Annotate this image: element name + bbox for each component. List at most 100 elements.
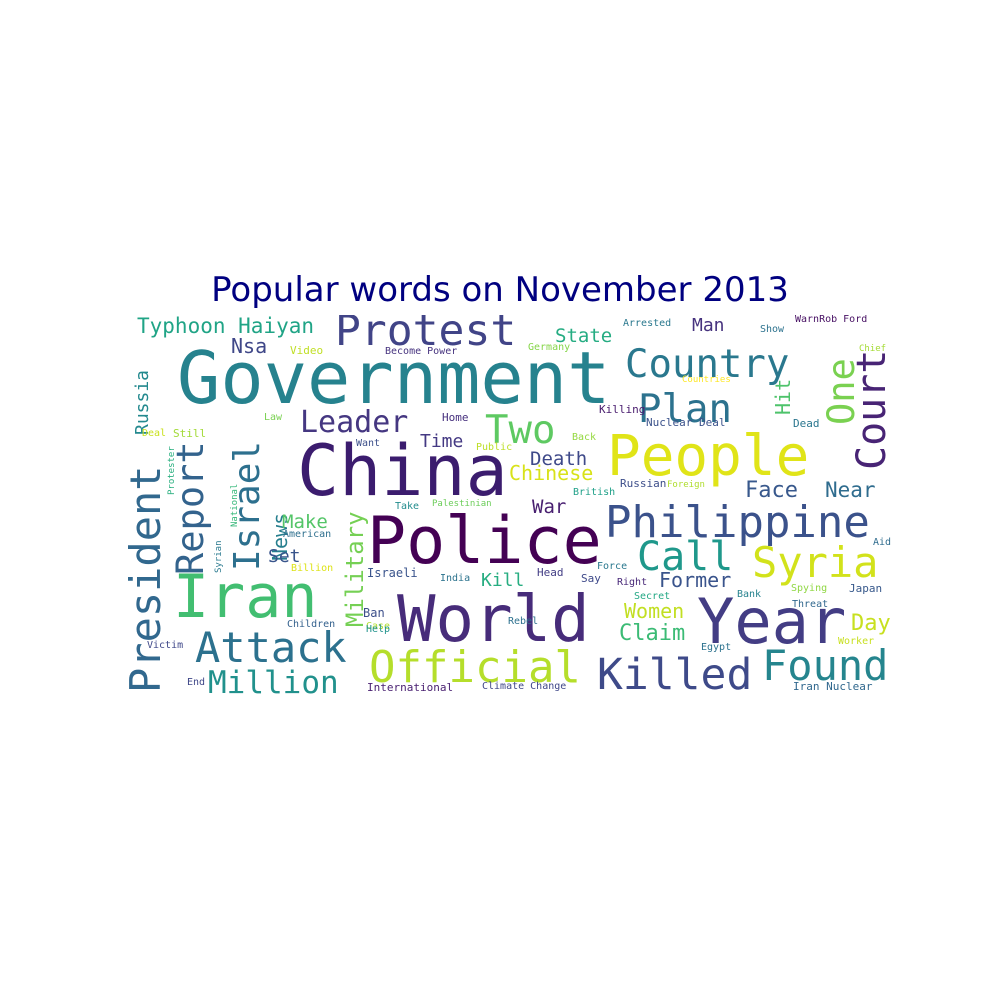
word-british: British xyxy=(573,487,615,498)
word-children: Children xyxy=(287,619,335,630)
word-american: American xyxy=(283,529,331,540)
word-israel: Israel xyxy=(227,441,268,571)
word-china: China xyxy=(297,430,508,512)
word-face: Face xyxy=(745,478,798,503)
word-national: National xyxy=(230,484,240,527)
word-bank: Bank xyxy=(737,589,761,600)
word-day: Day xyxy=(851,611,891,636)
word-foreign: Foreign xyxy=(667,480,705,490)
word-people: People xyxy=(607,424,809,489)
word-climate-change: Climate Change xyxy=(482,681,566,692)
word-women: Women xyxy=(624,599,684,623)
word-two: Two xyxy=(485,408,555,453)
word-typhoon-haiyan: Typhoon Haiyan xyxy=(137,315,314,338)
word-year: Year xyxy=(697,585,846,658)
word-set: Set xyxy=(268,546,301,567)
word-time: Time xyxy=(420,431,463,452)
word-plan: Plan xyxy=(638,387,732,432)
word-killing: Killing xyxy=(599,403,645,416)
word-found: Found xyxy=(762,641,888,690)
word-law: Law xyxy=(264,412,283,423)
word-worker: Worker xyxy=(838,636,874,647)
word-hit: Hit xyxy=(771,379,795,415)
word-philippine: Philippine xyxy=(605,497,870,548)
chart-title: Popular words on November 2013 xyxy=(211,270,789,310)
word-billion: Billion xyxy=(291,563,333,574)
word-international: International xyxy=(367,681,453,694)
word-police: Police xyxy=(367,504,602,579)
word-nsa: Nsa xyxy=(231,334,267,358)
word-palestinian: Palestinian xyxy=(432,499,492,509)
word-attack: Attack xyxy=(195,623,347,672)
word-germany: Germany xyxy=(528,342,570,353)
word-spying: Spying xyxy=(791,583,827,594)
word-kill: Kill xyxy=(481,570,524,591)
word-report: Report xyxy=(169,441,212,575)
word-japan: Japan xyxy=(849,582,882,595)
word-court: Court xyxy=(849,350,895,470)
word-nuclear-deal: Nuclear Deal xyxy=(646,416,725,429)
word-protester: Protester xyxy=(167,446,177,495)
word-chief: Chief xyxy=(859,344,886,354)
word-home: Home xyxy=(442,411,469,424)
word-say: Say xyxy=(581,572,601,585)
word-make: Make xyxy=(282,511,328,533)
word-military: Military xyxy=(341,511,369,627)
word-war: War xyxy=(532,496,566,518)
word-dead: Dead xyxy=(793,417,820,430)
word-former: Former xyxy=(659,568,731,592)
word-head: Head xyxy=(537,566,564,579)
word-world: World xyxy=(397,583,590,657)
word-israeli: Israeli xyxy=(367,566,418,580)
word-syrian: Syrian xyxy=(214,540,224,573)
word-russian: Russian xyxy=(620,477,666,490)
word-take: Take xyxy=(395,501,419,512)
word-official: Official xyxy=(369,642,581,693)
word-help: Help xyxy=(366,624,390,635)
word-warnrob-ford: WarnRob Ford xyxy=(795,315,867,325)
word-victim: Victim xyxy=(147,640,183,651)
word-leader: Leader xyxy=(300,405,408,440)
word-secret: Secret xyxy=(634,591,670,602)
word-president: President xyxy=(125,465,170,693)
word-near: Near xyxy=(825,478,876,502)
word-protest: Protest xyxy=(335,315,516,356)
word-aid: Aid xyxy=(873,537,891,548)
word-killed: Killed xyxy=(597,650,752,700)
word-iran: Iran xyxy=(173,562,318,632)
word-end: End xyxy=(187,677,205,688)
word-right: Right xyxy=(617,577,647,588)
word-iran-nuclear: Iran Nuclear xyxy=(793,680,873,693)
word-still: Still xyxy=(173,427,206,440)
word-back: Back xyxy=(572,432,596,443)
word-force: Force xyxy=(597,561,627,572)
word-arrested: Arrested xyxy=(623,318,671,329)
word-become-power: Become Power xyxy=(385,346,457,357)
word-russia: Russia xyxy=(132,370,153,435)
word-news: News xyxy=(268,513,292,561)
word-public: Public xyxy=(476,442,512,453)
word-show: Show xyxy=(760,324,785,335)
word-want: Want xyxy=(356,438,380,449)
word-threat: Threat xyxy=(792,599,828,610)
word-call: Call xyxy=(637,534,733,580)
word-one: One xyxy=(820,358,863,425)
word-case: Case xyxy=(366,621,390,632)
word-rebel: Rebel xyxy=(508,616,538,627)
word-syria: Syria xyxy=(752,538,878,587)
word-india: India xyxy=(440,573,470,584)
word-death: Death xyxy=(530,448,587,470)
word-state: State xyxy=(555,325,612,347)
word-million: Million xyxy=(208,665,339,700)
word-video: Video xyxy=(290,344,323,357)
word-countries: Countries xyxy=(682,375,731,385)
word-ban: Ban xyxy=(363,606,385,620)
word-man: Man xyxy=(692,315,725,336)
word-chinese: Chinese xyxy=(509,461,593,485)
word-deal: Deal xyxy=(142,428,166,439)
word-claim: Claim xyxy=(619,621,685,646)
word-egypt: Egypt xyxy=(701,642,731,653)
word-government: Government xyxy=(177,336,610,420)
word-country: Country xyxy=(625,342,789,387)
